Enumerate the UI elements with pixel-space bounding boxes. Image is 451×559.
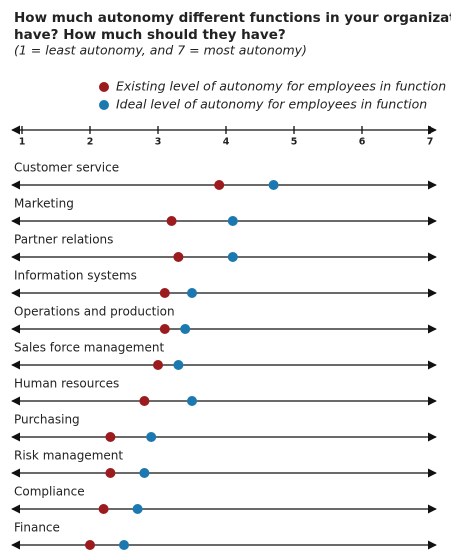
category-label: Partner relations xyxy=(14,233,113,247)
dot xyxy=(139,468,150,478)
category-label: Compliance xyxy=(14,485,85,499)
dot xyxy=(119,540,129,550)
category-label: Finance xyxy=(14,521,60,535)
x-tick-label: 5 xyxy=(291,137,298,148)
chart-title: have? How much should they have? xyxy=(14,27,286,43)
dot xyxy=(159,324,170,334)
dot xyxy=(98,504,109,514)
dot xyxy=(159,288,170,298)
x-tick-label: 6 xyxy=(359,137,366,148)
dot xyxy=(214,180,225,190)
chart-subtitle: (1 = least autonomy, and 7 = most autono… xyxy=(14,43,307,58)
dot xyxy=(105,468,116,478)
dot xyxy=(166,216,177,226)
chart-title: How much autonomy different functions in… xyxy=(14,10,451,26)
category-label: Information systems xyxy=(14,269,137,283)
x-tick-label: 3 xyxy=(155,137,162,148)
x-tick-label: 4 xyxy=(223,137,230,148)
dot xyxy=(132,504,143,514)
dot xyxy=(105,432,116,442)
dot xyxy=(268,180,279,190)
category-label: Purchasing xyxy=(14,413,80,427)
category-label: Customer service xyxy=(14,161,119,175)
dot xyxy=(139,396,150,406)
category-label: Sales force management xyxy=(14,341,164,355)
dot xyxy=(173,252,184,262)
legend-marker xyxy=(99,100,109,110)
dot xyxy=(227,216,238,226)
x-tick-label: 1 xyxy=(19,137,26,148)
category-label: Human resources xyxy=(14,377,119,391)
dot xyxy=(146,432,157,442)
dot xyxy=(173,360,184,370)
dot xyxy=(180,324,191,334)
legend-marker xyxy=(99,82,109,92)
category-label: Marketing xyxy=(14,197,74,211)
category-label: Risk management xyxy=(14,449,123,463)
x-tick-label: 7 xyxy=(427,137,434,148)
dot xyxy=(187,288,197,298)
dot xyxy=(227,252,238,262)
dot xyxy=(153,360,163,370)
dot xyxy=(187,396,197,406)
legend-label: Ideal level of autonomy for employees in… xyxy=(116,97,427,112)
category-label: Operations and production xyxy=(14,305,175,319)
x-tick-label: 2 xyxy=(87,137,94,148)
dot xyxy=(85,540,95,550)
legend-label: Existing level of autonomy for employees… xyxy=(116,79,446,94)
